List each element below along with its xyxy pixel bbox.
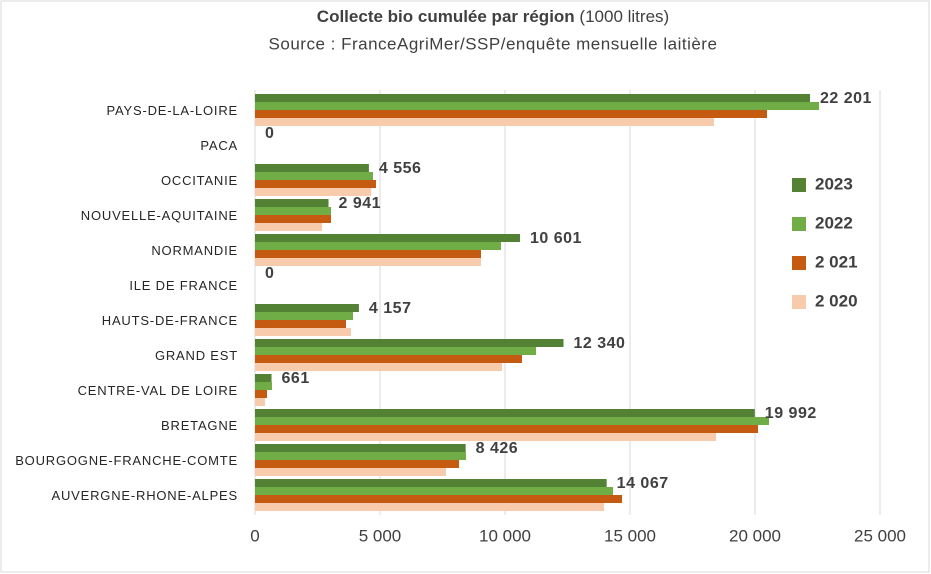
bar — [255, 223, 322, 231]
bar — [255, 468, 446, 476]
y-tick-label: BRETAGNE — [161, 417, 238, 433]
legend-swatch — [792, 295, 806, 309]
y-tick-label: OCCITANIE — [160, 172, 238, 188]
y-tick-label: BOURGOGNE-FRANCHE-COMTE — [15, 452, 238, 468]
value-label: 4 556 — [379, 160, 422, 177]
bar — [255, 172, 373, 180]
legend-label: 2 021 — [815, 252, 858, 271]
legend-label: 2 020 — [815, 291, 858, 310]
bar — [255, 503, 604, 511]
bar — [255, 487, 613, 495]
bar — [255, 250, 481, 258]
y-tick-label: NORMANDIE — [151, 242, 238, 258]
value-label: 14 067 — [617, 475, 669, 492]
chart-title: Collecte bio cumulée par région (1000 li… — [317, 7, 669, 26]
x-tick-label: 25 000 — [854, 526, 906, 545]
bar — [255, 355, 522, 363]
bar — [255, 234, 521, 242]
bar — [255, 188, 372, 196]
value-label: 0 — [265, 125, 274, 142]
chart-subtitle: Source : FranceAgriMer/SSP/enquête mensu… — [269, 34, 718, 53]
y-tick-label: PAYS-DE-LA-LOIRE — [106, 102, 238, 118]
bar — [255, 398, 265, 406]
y-tick-label: AUVERGNE-RHONE-ALPES — [51, 487, 238, 503]
value-label: 661 — [282, 370, 310, 387]
bar — [255, 409, 755, 417]
legend-swatch — [792, 256, 806, 270]
y-tick-label: NOUVELLE-AQUITAINE — [80, 207, 238, 223]
bar — [255, 433, 716, 441]
bar — [255, 425, 758, 433]
value-label: 22 201 — [820, 90, 872, 107]
value-label: 12 340 — [574, 335, 626, 352]
x-tick-label: 0 — [250, 526, 259, 545]
value-label: 4 157 — [369, 300, 412, 317]
bar — [255, 495, 622, 503]
bar — [255, 382, 272, 390]
bar — [255, 94, 811, 102]
y-tick-label: HAUTS-DE-FRANCE — [101, 312, 238, 328]
y-tick-label: CENTRE-VAL DE LOIRE — [77, 382, 238, 398]
legend-label: 2023 — [815, 174, 853, 193]
bar — [255, 328, 351, 336]
bar — [255, 374, 272, 382]
value-label: 8 426 — [476, 440, 519, 457]
bar — [255, 304, 359, 312]
bar — [255, 312, 353, 320]
bar — [255, 460, 459, 468]
x-tick-label: 5 000 — [359, 526, 402, 545]
value-label: 19 992 — [765, 405, 817, 422]
bar — [255, 199, 329, 207]
x-tick-label: 15 000 — [604, 526, 656, 545]
legend-swatch — [792, 178, 806, 192]
title-note: (1000 litres) — [579, 7, 669, 26]
bar — [255, 110, 767, 118]
value-label: 10 601 — [530, 230, 582, 247]
bar — [255, 180, 376, 188]
x-tick-label: 20 000 — [729, 526, 781, 545]
title-main: Collecte bio cumulée par région — [317, 7, 575, 26]
legend-label: 2022 — [815, 213, 853, 232]
bar — [255, 347, 536, 355]
bar — [255, 479, 607, 487]
bar — [255, 164, 369, 172]
x-tick-label: 10 000 — [479, 526, 531, 545]
bar — [255, 339, 564, 347]
bar — [255, 390, 267, 398]
bar — [255, 417, 769, 425]
y-tick-label: ILE DE FRANCE — [129, 277, 238, 293]
bar — [255, 452, 466, 460]
bar — [255, 215, 331, 223]
bar — [255, 102, 819, 110]
bar — [255, 118, 714, 126]
bar — [255, 258, 481, 266]
y-tick-label: GRAND EST — [154, 347, 238, 363]
value-label: 0 — [265, 265, 274, 282]
bar — [255, 320, 346, 328]
bar — [255, 242, 501, 250]
bar — [255, 363, 502, 371]
y-tick-label: PACA — [200, 137, 238, 153]
value-label: 2 941 — [339, 195, 382, 212]
bar — [255, 444, 466, 452]
legend-swatch — [792, 217, 806, 231]
bar — [255, 207, 331, 215]
